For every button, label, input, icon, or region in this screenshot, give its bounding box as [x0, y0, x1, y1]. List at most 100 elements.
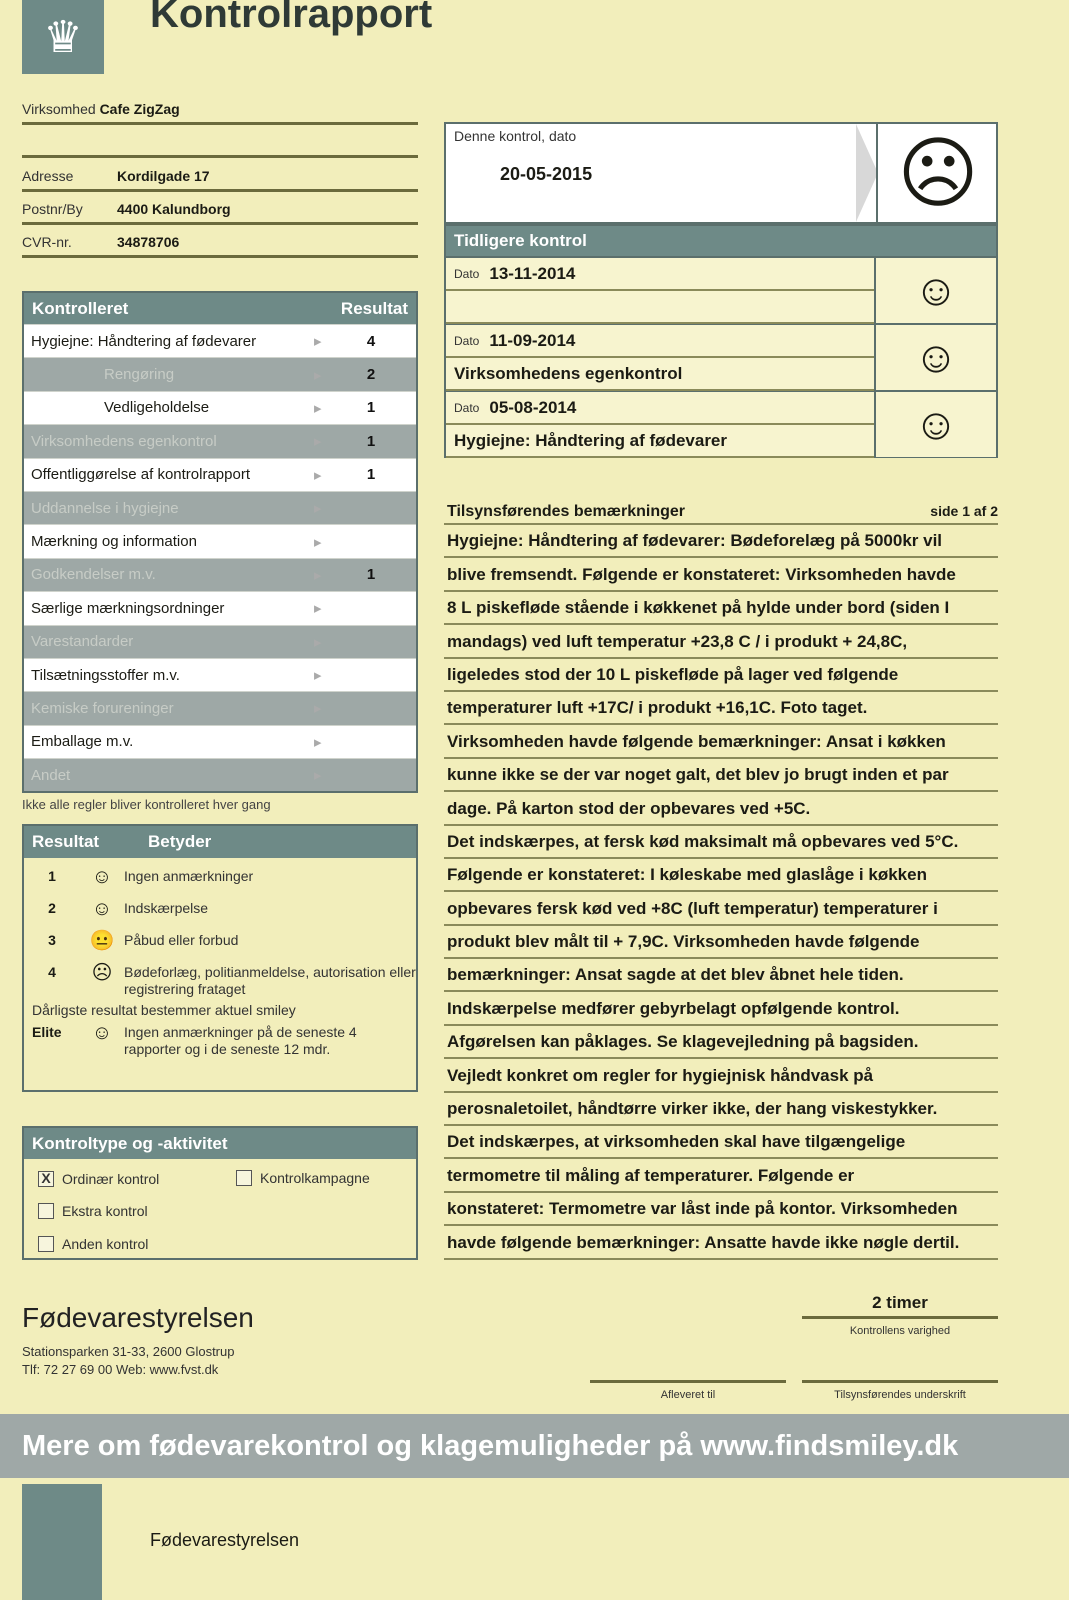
result-legend: Resultat Betyder 1 ☺ Ingen anmærkninger 2 ☺ In… [22, 824, 418, 1092]
address-field: Adresse Kordilgade 17 [22, 162, 418, 192]
result-value: 2 [366, 366, 376, 384]
remark-line: Det indskærpes, at fersk kød maksimalt m… [444, 826, 998, 859]
arrow-icon: ▸ [314, 500, 322, 518]
remark-line: termometre til måling af temperaturer. F… [444, 1159, 998, 1193]
result-number: 2 [48, 900, 56, 916]
header-result: Resultat [32, 832, 100, 851]
inspector-remarks: Tilsynsførendes bemærkninger side 1 af 2 … [444, 500, 998, 1260]
page-indicator: side 1 af 2 [930, 503, 998, 519]
controlled-row: Virksomhedens egenkontrol ▸ 1 [24, 424, 416, 458]
label: Adresse [22, 168, 74, 184]
controlled-row: Varestandarder ▸ [24, 624, 416, 658]
delivered-to-line[interactable]: Afleveret til [590, 1380, 786, 1401]
next-page-agency: Fødevarestyrelsen [150, 1530, 300, 1550]
controlled-row: Mærkning og information ▸ [24, 524, 416, 558]
checkbox [38, 1203, 54, 1219]
remarks-title: Tilsynsførendes bemærkninger [447, 503, 685, 520]
agency-name: Fødevarestyrelsen [22, 1302, 254, 1333]
label: Kontrolkampagne [260, 1170, 370, 1186]
arrow-icon: ▸ [314, 667, 322, 685]
controlled-row: Særlige mærkningsordninger ▸ [24, 591, 416, 625]
label: Anden kontrol [62, 1236, 149, 1252]
elite-label: Elite [32, 1024, 62, 1040]
result-meaning: Påbud eller forbud [124, 932, 239, 948]
result-meaning: Ingen anmærkninger [124, 868, 254, 884]
date-label: Dato [454, 333, 480, 348]
control-area: Vedligeholdelse [104, 399, 210, 417]
smiley-icon: ☺ [91, 898, 113, 920]
control-area: Godkendelser m.v. [31, 566, 156, 584]
checkbox-ordinary[interactable]: X Ordinær kontrol [38, 1171, 159, 1187]
control-area: Andet [31, 766, 71, 784]
elite-smiley-icon: ☺ [91, 1022, 113, 1044]
arrow-icon: ▸ [314, 633, 322, 651]
controlled-row: Godkendelser m.v. ▸ 1 [24, 557, 416, 592]
control-area: Varestandarder [31, 633, 134, 651]
findsmiley-banner[interactable]: Mere om fødevarekontrol og klagemulighed… [0, 1414, 1069, 1478]
checkbox-extra[interactable]: Ekstra kontrol [38, 1203, 148, 1219]
arrow-icon: ▸ [314, 533, 322, 551]
legend-row: 3 😐 Påbud eller forbud [24, 930, 416, 952]
previous-header: Tidligere kontrol [446, 226, 996, 256]
remark-line: konstateret: Termometre var låst inde på… [444, 1193, 998, 1227]
next-page-logo-bar [22, 1484, 102, 1600]
control-area: Særlige mærkningsordninger [31, 599, 225, 617]
remark-line: dage. På karton stod der opbevares ved +… [444, 792, 998, 826]
controlled-table: Kontrolleret Resultat Hygiejne: Håndterin… [22, 291, 418, 794]
checkbox-other[interactable]: Anden kontrol [38, 1236, 148, 1252]
remark-line: Vejledt konkret om regler for hygiejnisk… [444, 1059, 998, 1093]
previous-date-cell: Dato 11-09-2014 [446, 325, 874, 358]
result-value: 4 [366, 332, 376, 350]
business-name-field: Virksomhed Cafe ZigZag [22, 95, 418, 125]
remark-line: bemærkninger: Ansat sagde at det blev åb… [444, 959, 998, 993]
label: Ordinær kontrol [62, 1171, 160, 1187]
control-area: Rengøring [104, 366, 175, 384]
previous-date: 11-09-2014 [489, 330, 576, 350]
remark-line: Virksomheden havde følgende bemærkninger… [444, 725, 998, 759]
controlled-row: Emballage m.v. ▸ [24, 724, 416, 759]
crown-logo-icon: ♛ [22, 0, 104, 74]
signature-line[interactable]: Tilsynsførendes underskrift [802, 1380, 998, 1401]
remark-line: Følgende er konstateret: I køleskabe med… [444, 859, 998, 893]
previous-control-row: Dato 13-11-2014 ☺ [446, 256, 996, 324]
arrow-icon: ▸ [314, 566, 322, 584]
control-type-box: Kontroltype og -aktivitet X Ordinær kontr… [22, 1126, 418, 1260]
arrow-icon: ▸ [314, 366, 322, 384]
date-label: Dato [454, 266, 480, 281]
result-meaning: Bødeforlæg, politianmeldelse, autorisati… [124, 964, 416, 997]
blank-line [22, 128, 418, 158]
controlled-row: Rengøring ▸ 2 [24, 357, 416, 391]
previous-date-cell: Dato 05-08-2014 [446, 392, 874, 425]
previous-controls: Tidligere kontrol Dato 13-11-2014 ☺ Dato 11-… [444, 224, 998, 458]
smiley-icon: 😐 [89, 930, 115, 952]
remark-line: Afgørelsen kan påklages. Se klagevejledn… [444, 1026, 998, 1060]
divider [876, 124, 878, 222]
remark-line: opbevares fersk kød ved +8C (luft temper… [444, 892, 998, 926]
previous-note: Virksomhedens egenkontrol [446, 358, 874, 391]
duration-value: 2 timer [872, 1293, 928, 1312]
controlled-header: Kontrolleret Resultat [24, 293, 416, 324]
current-control: Denne kontrol, dato 20-05-2015 ☹ [444, 122, 998, 224]
controlled-row: Tilsætningsstoffer m.v. ▸ [24, 657, 416, 692]
control-area: Mærkning og information [31, 533, 197, 551]
control-area: Kemiske forureninger [31, 699, 174, 717]
remark-line: kunne ikke se der var noget galt, det bl… [444, 759, 998, 793]
arrow-icon: ▸ [314, 700, 322, 718]
checkbox [38, 1236, 54, 1252]
arrow-icon: ▸ [314, 333, 322, 351]
remark-line: perosnaletoilet, håndtørre virker ikke, … [444, 1093, 998, 1127]
cvr-value: 34878706 [117, 234, 180, 250]
controlled-row: Andet ▸ [24, 758, 416, 792]
postal-value: 4400 Kalundborg [117, 201, 231, 217]
current-date: 20-05-2015 [500, 164, 593, 184]
control-type-header: Kontroltype og -aktivitet [24, 1128, 416, 1159]
remark-line: blive fremsendt. Følgende er konstateret… [444, 558, 998, 592]
arrow-icon: ▸ [314, 767, 322, 785]
label: Virksomhed [22, 101, 96, 117]
control-area: Uddannelse i hygiejne [31, 499, 179, 517]
happy-smiley-icon: ☺ [876, 392, 996, 457]
control-area: Emballage m.v. [31, 733, 134, 751]
controlled-note: Ikke alle regler bliver kontrolleret hve… [22, 797, 271, 812]
duration-label: Kontrollens varighed [802, 1316, 998, 1337]
checkbox-campaign[interactable]: Kontrolkampagne [236, 1170, 370, 1186]
